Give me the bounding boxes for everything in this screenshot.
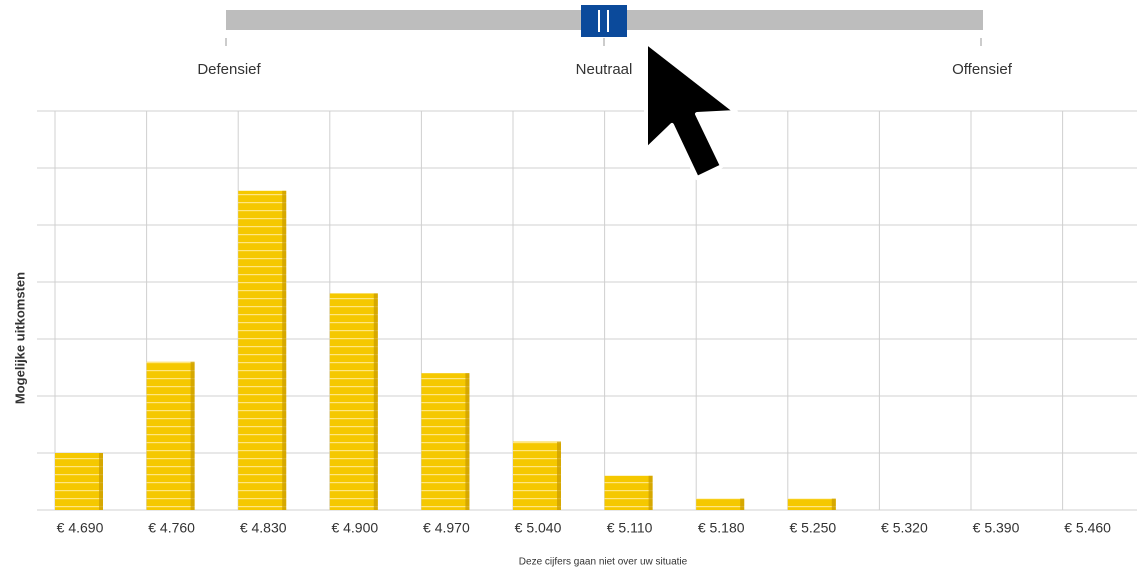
slider-label[interactable]: Defensief bbox=[197, 61, 261, 78]
x-tick-label: € 5.460 bbox=[1064, 520, 1111, 536]
bar bbox=[421, 373, 470, 510]
x-tick-label: € 5.250 bbox=[789, 520, 836, 536]
bar bbox=[146, 361, 195, 510]
bar bbox=[513, 441, 561, 510]
x-tick-label: € 5.040 bbox=[515, 520, 562, 536]
slider[interactable] bbox=[225, 5, 983, 46]
bar-shade bbox=[99, 453, 103, 510]
x-tick-label: € 4.830 bbox=[240, 520, 287, 536]
x-axis-label: Deze cijfers gaan niet over uw situatie bbox=[519, 557, 688, 568]
x-tick-label: € 4.760 bbox=[148, 520, 195, 536]
bar-shade bbox=[465, 373, 470, 510]
bar-shade bbox=[557, 441, 561, 510]
x-tick-label: € 5.320 bbox=[881, 520, 928, 536]
bar bbox=[55, 453, 103, 510]
bar bbox=[238, 190, 287, 511]
x-tick-label: € 5.180 bbox=[698, 520, 745, 536]
bar-shade bbox=[740, 498, 745, 510]
bar-shade bbox=[282, 190, 287, 511]
bar bbox=[696, 498, 745, 510]
bar bbox=[787, 498, 836, 510]
x-tick-label: € 5.390 bbox=[973, 520, 1020, 536]
bar bbox=[604, 475, 653, 510]
slider-handle[interactable] bbox=[581, 5, 627, 37]
slider-label[interactable]: Offensief bbox=[952, 61, 1013, 78]
bar-shade bbox=[648, 475, 653, 510]
bar bbox=[329, 293, 378, 510]
bar-shade bbox=[373, 293, 378, 510]
bar-shade bbox=[831, 498, 836, 510]
cursor bbox=[644, 40, 738, 180]
x-tick-label: € 4.690 bbox=[57, 520, 104, 536]
plot: € 4.690 € 4.760 € 4.830 € 4.900 € 4.970 € 5.0… bbox=[37, 110, 1137, 536]
x-tick-label: € 5.110 bbox=[607, 520, 653, 536]
x-tick-label: € 4.970 bbox=[423, 520, 470, 536]
x-tick-label: € 4.900 bbox=[331, 520, 378, 536]
y-axis-label: Mogelijke uitkomsten bbox=[12, 272, 27, 404]
slider-label[interactable]: Neutraal bbox=[576, 61, 633, 78]
bar-shade bbox=[190, 361, 195, 510]
